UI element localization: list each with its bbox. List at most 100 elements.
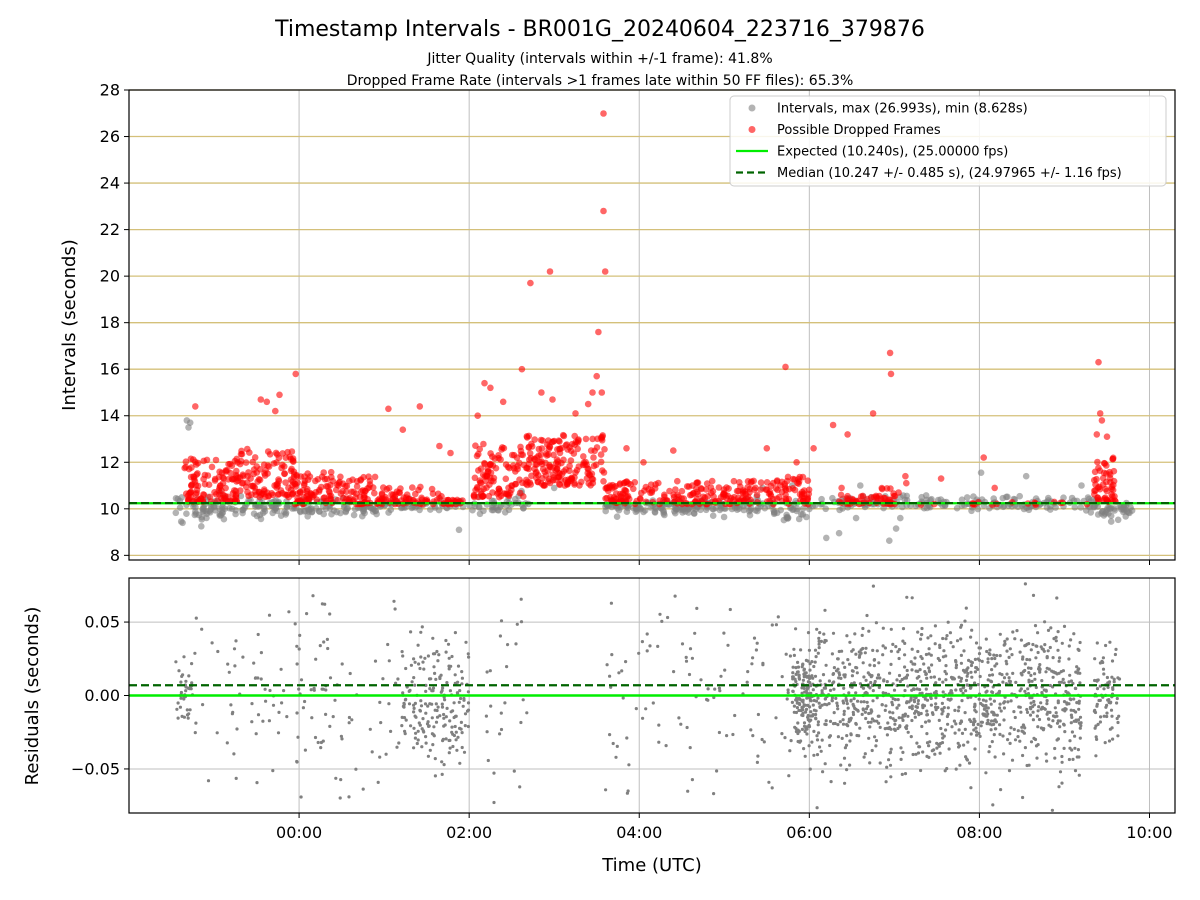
residual-point: [821, 770, 825, 774]
dropped-frame-point: [747, 496, 754, 504]
residual-point: [992, 733, 996, 737]
residual-point: [1060, 641, 1064, 645]
residual-point: [1102, 714, 1106, 718]
dropped-frame-point: [715, 484, 723, 491]
residual-point: [799, 739, 803, 743]
residuals-y-axis: −0.050.000.05: [71, 613, 129, 778]
residual-point: [250, 702, 254, 706]
x-axis-label: Time (UTC): [601, 855, 702, 876]
legend-label: Expected (10.240s), (25.00000 fps): [777, 145, 1008, 160]
dropped-frame-point: [690, 490, 697, 497]
residual-point: [812, 753, 816, 757]
x-tick-label: 02:00: [446, 823, 492, 842]
residual-point: [1058, 719, 1062, 723]
residual-point: [182, 655, 186, 659]
residual-point: [1048, 645, 1052, 650]
dropped-frame-point: [568, 440, 576, 448]
residual-point: [331, 715, 335, 719]
residual-point: [1058, 770, 1063, 774]
residual-point: [889, 662, 893, 667]
residual-point: [1002, 643, 1006, 647]
residual-point: [985, 714, 989, 718]
residual-point: [1009, 726, 1013, 730]
intervals-y-tick-label: 18: [100, 313, 120, 332]
dropped-frame-point: [531, 436, 538, 443]
interval-point: [1047, 506, 1054, 513]
dropped-frame-point: [272, 407, 279, 415]
residual-point: [1094, 735, 1098, 739]
dropped-frame-point: [1096, 410, 1104, 417]
residual-point: [802, 674, 807, 678]
residual-point: [1063, 730, 1067, 734]
dropped-frame-point: [527, 279, 534, 287]
residual-point: [823, 762, 827, 766]
residual-point: [966, 671, 970, 676]
residual-point: [851, 648, 855, 652]
dropped-frame-point: [675, 493, 682, 501]
residual-point: [1002, 676, 1007, 680]
residual-point: [985, 706, 989, 710]
residual-point: [179, 680, 183, 684]
residual-point: [428, 687, 432, 691]
residual-point: [946, 620, 950, 624]
residual-point: [267, 719, 271, 723]
residual-point: [1012, 710, 1016, 714]
residual-point: [800, 691, 804, 695]
residual-point: [756, 754, 760, 758]
residual-point: [959, 623, 964, 627]
residual-point: [186, 716, 190, 720]
interval-point: [261, 503, 268, 511]
residual-point: [1095, 737, 1099, 742]
residual-point: [1033, 677, 1037, 681]
interval-point: [186, 419, 194, 427]
residual-point: [1029, 666, 1033, 671]
residual-point: [951, 676, 955, 680]
interval-point: [823, 534, 830, 542]
residual-point: [645, 649, 649, 653]
dropped-frame-point: [539, 437, 546, 444]
residual-point: [920, 626, 924, 631]
residual-point: [448, 689, 452, 693]
interval-point: [520, 504, 527, 512]
residual-point: [297, 687, 301, 691]
residual-point: [409, 724, 413, 728]
dropped-frame-point: [471, 474, 479, 482]
residual-point: [393, 607, 397, 611]
dropped-frame-point: [1101, 460, 1109, 467]
dropped-frame-point: [520, 493, 527, 500]
residual-point: [990, 668, 994, 672]
residual-point: [460, 731, 464, 735]
dropped-frame-point: [418, 494, 425, 502]
residual-point: [806, 631, 811, 635]
dropped-frame-point: [895, 489, 902, 496]
residual-point: [1112, 680, 1116, 684]
residual-point: [1055, 721, 1060, 725]
residual-point: [900, 716, 904, 720]
residual-point: [190, 681, 194, 685]
chart-subtitle-dropped: Dropped Frame Rate (intervals >1 frames …: [347, 73, 854, 89]
residual-point: [1027, 671, 1031, 675]
residual-point: [1007, 676, 1011, 680]
residual-point: [1110, 714, 1114, 718]
dropped-frame-point: [903, 479, 910, 487]
dropped-frame-point: [575, 436, 582, 443]
dropped-frame-point: [281, 491, 289, 498]
residual-point: [908, 705, 912, 710]
residual-point: [184, 679, 188, 683]
residual-point: [441, 686, 445, 690]
dropped-frame-point: [782, 363, 789, 371]
dropped-frame-point: [582, 458, 589, 466]
residual-point: [990, 723, 994, 727]
residual-point: [963, 727, 967, 732]
x-tick-label: 04:00: [616, 823, 662, 842]
residual-point: [413, 683, 417, 687]
residual-point: [994, 720, 999, 724]
residual-point: [913, 656, 917, 660]
dropped-frame-point: [572, 410, 579, 417]
residual-point: [431, 652, 436, 656]
dropped-frame-point: [702, 486, 710, 493]
residual-point: [974, 710, 978, 714]
dropped-frame-point: [318, 483, 325, 491]
residual-point: [813, 648, 818, 652]
residual-point: [1106, 698, 1110, 702]
